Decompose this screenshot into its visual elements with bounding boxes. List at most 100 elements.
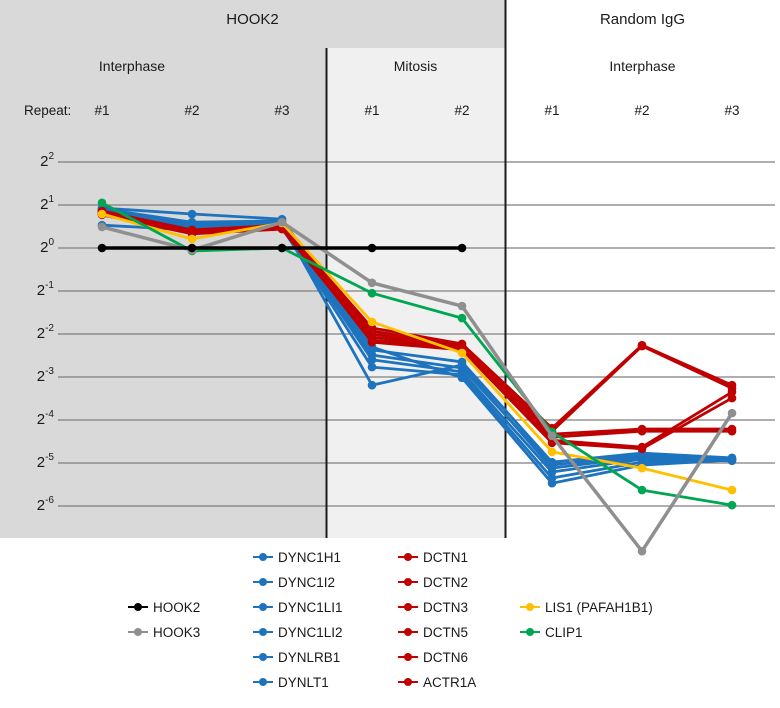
repeat-number: #1 <box>544 103 560 118</box>
legend-label: ACTR1A <box>423 674 477 690</box>
series-point-DYNC1LI2 <box>727 455 737 465</box>
legend-line-dot-marker <box>520 602 540 612</box>
series-point-HOOK3 <box>637 546 647 556</box>
series-point-DYNC1H1 <box>547 478 557 488</box>
y-axis-tick-2^-4: 2-4 <box>36 409 54 428</box>
column-group-header-random-igg: Random IgG <box>599 11 686 28</box>
legend-item-clip1: CLIP1 <box>520 623 583 641</box>
legend-item-dync1li2: DYNC1LI2 <box>253 623 343 641</box>
legend-item-dctn1: DCTN1 <box>398 548 468 566</box>
series-point-DCTN3 <box>637 424 647 434</box>
legend-item-dctn5: DCTN5 <box>398 623 468 641</box>
series-point-DCTN6 <box>637 442 647 452</box>
series-point-DCTN1 <box>547 423 557 433</box>
legend-label: DYNLRB1 <box>278 649 341 665</box>
legend-item-dynlt1: DYNLT1 <box>253 673 329 691</box>
series-point-DYNLRB1 <box>637 454 647 464</box>
legend-label: HOOK2 <box>153 599 201 615</box>
legend-label: DCTN5 <box>423 624 469 640</box>
series-point-ACTR1A <box>547 438 557 448</box>
legend-line-dot-marker <box>398 677 418 687</box>
legend-label: DCTN2 <box>423 574 469 590</box>
legend-item-lis1-pafah1b1-: LIS1 (PAFAH1B1) <box>520 598 653 616</box>
series-point-DYNLRB1 <box>547 467 557 477</box>
y-axis-tick-2^1: 21 <box>40 194 54 213</box>
series-point-CLIP1 <box>637 485 647 495</box>
repeat-number: #3 <box>724 103 740 118</box>
phase-header-interphase-left: Interphase <box>98 58 166 74</box>
legend-line-dot-marker <box>253 577 273 587</box>
repeat-number: #2 <box>184 103 200 118</box>
legend-line-dot-marker <box>520 627 540 637</box>
repeat-number: #2 <box>634 103 650 118</box>
legend-line-dot-marker <box>253 677 273 687</box>
column-group-header-hook2: HOOK2 <box>226 11 279 28</box>
y-axis-tick-2^-1: 2-1 <box>36 280 54 299</box>
legend-item-hook3: HOOK3 <box>128 623 200 641</box>
legend-item-dync1h1: DYNC1H1 <box>253 548 341 566</box>
legend-line-dot-marker <box>128 602 148 612</box>
legend-label: DYNC1H1 <box>278 549 342 565</box>
series-point-LIS1 (PAFAH1B1) <box>637 463 647 473</box>
phase-header-mitosis: Mitosis <box>393 58 438 74</box>
legend-line-dot-marker <box>398 552 418 562</box>
series-point-ACTR1A <box>727 393 737 403</box>
series-point-DYNC1I2 <box>637 448 647 458</box>
repeat-number: #1 <box>94 103 110 118</box>
legend-label: HOOK3 <box>153 624 201 640</box>
series-point-DCTN6 <box>547 435 557 445</box>
phase-header-interphase-right: Interphase <box>609 58 676 74</box>
series-point-DYNC1LI1 <box>547 460 557 470</box>
legend-label: DCTN6 <box>423 649 469 665</box>
legend-line-dot-marker <box>398 627 418 637</box>
series-point-ACTR1A <box>637 444 647 454</box>
series-point-DYNC1H1 <box>727 455 737 465</box>
legend-item-dync1i2: DYNC1I2 <box>253 573 335 591</box>
legend-item-dync1li1: DYNC1LI1 <box>253 598 343 616</box>
series-point-DYNC1LI2 <box>637 452 647 462</box>
legend-item-dctn3: DCTN3 <box>398 598 468 616</box>
y-axis-tick-2^2: 22 <box>40 151 54 170</box>
legend-item-hook2: HOOK2 <box>128 598 200 616</box>
legend-line-dot-marker <box>253 627 273 637</box>
series-point-CLIP1 <box>727 500 737 510</box>
series-point-DCTN1 <box>637 340 647 350</box>
y-axis-tick-2^-5: 2-5 <box>36 452 54 471</box>
legend-label: DCTN3 <box>423 599 469 615</box>
series-point-DYNC1LI1 <box>637 450 647 460</box>
series-point-DCTN2 <box>637 341 647 351</box>
legend-item-dctn2: DCTN2 <box>398 573 468 591</box>
series-point-DCTN5 <box>547 432 557 442</box>
series-point-DYNC1LI2 <box>547 463 557 473</box>
y-axis-tick-2^-3: 2-3 <box>36 366 54 385</box>
series-point-LIS1 (PAFAH1B1) <box>727 485 737 495</box>
legend-label: DCTN1 <box>423 549 469 565</box>
series-point-DYNLT1 <box>547 473 557 483</box>
series-point-CLIP1 <box>547 427 557 437</box>
series-point-DCTN1 <box>727 380 737 390</box>
series-point-DYNLRB1 <box>727 456 737 466</box>
legend-item-actr1a: ACTR1A <box>398 673 476 691</box>
legend-label: DYNLT1 <box>278 674 329 690</box>
repeat-number: #2 <box>454 103 470 118</box>
mitosis-panel-background <box>326 48 505 538</box>
legend-line-dot-marker <box>253 652 273 662</box>
legend-line-dot-marker <box>398 602 418 612</box>
repeat-number: #3 <box>274 103 290 118</box>
series-point-DCTN3 <box>547 429 557 439</box>
series-point-DYNC1H1 <box>637 460 647 470</box>
series-point-DYNLT1 <box>637 457 647 467</box>
legend-line-dot-marker <box>398 577 418 587</box>
legend-label: LIS1 (PAFAH1B1) <box>545 599 653 615</box>
legend-line-dot-marker <box>253 602 273 612</box>
series-point-DCTN2 <box>727 383 737 393</box>
repeat-number: #1 <box>364 103 380 118</box>
series-point-DCTN2 <box>547 426 557 436</box>
series-point-HOOK3 <box>727 408 737 418</box>
series-point-DYNLT1 <box>727 454 737 464</box>
legend-line-dot-marker <box>398 652 418 662</box>
y-axis-tick-2^-6: 2-6 <box>36 495 54 514</box>
series-point-DCTN5 <box>637 426 647 436</box>
y-axis-tick-2^0: 20 <box>40 237 54 256</box>
legend-label: DYNC1I2 <box>278 574 336 590</box>
